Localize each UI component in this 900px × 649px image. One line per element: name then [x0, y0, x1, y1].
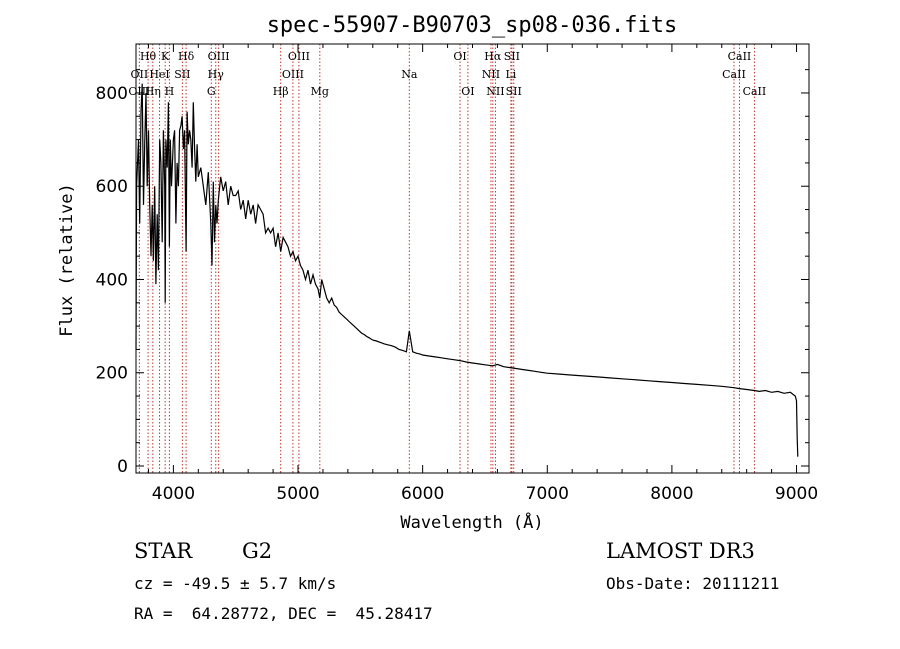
spectral-line-label: Mg	[311, 85, 329, 98]
y-tick-label: 800	[96, 84, 128, 104]
spectral-line-label: G	[207, 85, 216, 98]
spectral-line-label: SII	[174, 68, 190, 81]
spectrum-series-line	[135, 83, 799, 457]
x-tick-label: 9000	[775, 484, 818, 504]
x-tick-label: 4000	[152, 484, 195, 504]
coordinates: RA = 64.28772, DEC = 45.28417	[134, 604, 433, 623]
spectral-line-label: Hβ	[273, 85, 289, 98]
spectral-line-label: Hη	[145, 85, 161, 98]
spectral-line-label: CaII	[722, 68, 746, 81]
chart-title: spec-55907-B90703_sp08-036.fits	[267, 13, 678, 38]
spectral-line-label: Li	[505, 68, 516, 81]
survey-name: LAMOST DR3	[606, 539, 755, 563]
spectral-line-label: Hθ	[140, 50, 157, 63]
x-tick-label: 5000	[276, 484, 319, 504]
spectral-line-label: SII	[504, 50, 520, 63]
spectral-line-label: Hδ	[178, 50, 195, 63]
spectral-line-label: OIII	[208, 50, 230, 63]
redshift-velocity: cz = -49.5 ± 5.7 km/s	[134, 574, 337, 593]
spectral-line-label: HeI	[149, 68, 169, 81]
x-tick-label: 7000	[526, 484, 569, 504]
spectral-line-label: SII	[506, 85, 522, 98]
y-tick-label: 400	[96, 270, 128, 290]
x-tick-label: 6000	[401, 484, 444, 504]
spectral-line-label: CaII	[743, 85, 767, 98]
spectral-line-label: OII	[131, 68, 149, 81]
y-tick-label: 600	[96, 177, 128, 197]
observation-date: Obs-Date: 20111211	[606, 574, 780, 593]
y-tick-label: 0	[117, 457, 128, 477]
spectral-line-label: OI	[461, 85, 474, 98]
object-type: STAR	[134, 539, 193, 563]
spectral-line-markers	[138, 44, 755, 473]
plot-frame	[135, 43, 810, 474]
y-axis-ticks: 0 200 400 600 800	[96, 69, 809, 477]
y-axis-label: Flux (relative)	[57, 183, 77, 337]
spectral-line-label: OIII	[282, 68, 304, 81]
spectral-line-label: Na	[401, 68, 418, 81]
spectral-line-label: NII	[486, 85, 504, 98]
x-tick-label: 8000	[650, 484, 693, 504]
spectral-line-label: Hα	[484, 50, 502, 63]
x-axis-label: Wavelength (Å)	[400, 511, 543, 533]
spectral-line-label: CaII	[728, 50, 752, 63]
spectral-line-label: OIII	[128, 85, 150, 98]
spectral-line-label: NII	[482, 68, 500, 81]
y-tick-label: 200	[96, 364, 128, 384]
x-axis-ticks: 4000 5000 6000 7000 8000 9000	[147, 44, 818, 504]
spectral-line-label: Hγ	[208, 68, 225, 81]
spectral-line-label: OIII	[288, 50, 310, 63]
spectral-subclass: G2	[242, 539, 273, 563]
spectral-line-label: H	[165, 85, 175, 98]
spectral-line-label: OI	[453, 50, 466, 63]
spectral-line-label: K	[161, 50, 170, 63]
